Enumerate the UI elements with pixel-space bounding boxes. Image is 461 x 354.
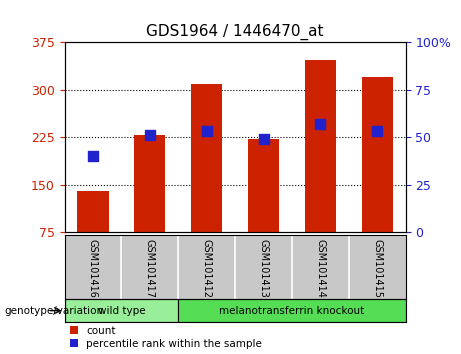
Text: GSM101417: GSM101417 — [145, 239, 155, 298]
Bar — [305, 59, 336, 232]
Point — [203, 129, 210, 134]
Bar — [248, 139, 279, 232]
Text: GSM101414: GSM101414 — [315, 239, 325, 297]
Bar — [178, 299, 406, 322]
Point — [317, 121, 324, 127]
Text: melanotransferrin knockout: melanotransferrin knockout — [219, 306, 365, 316]
Point — [89, 153, 97, 159]
Bar — [191, 84, 222, 232]
Point — [373, 129, 381, 134]
Bar — [65, 299, 178, 322]
Text: GSM101416: GSM101416 — [88, 239, 98, 297]
Bar — [361, 77, 393, 232]
Legend: count, percentile rank within the sample: count, percentile rank within the sample — [70, 326, 262, 349]
Text: GSM101415: GSM101415 — [372, 239, 382, 298]
Text: GSM101413: GSM101413 — [259, 239, 269, 297]
Bar — [134, 135, 165, 232]
Bar — [77, 191, 109, 232]
Point — [146, 132, 154, 138]
Title: GDS1964 / 1446470_at: GDS1964 / 1446470_at — [146, 23, 324, 40]
Text: genotype/variation: genotype/variation — [5, 306, 104, 316]
Point — [260, 136, 267, 142]
Text: GSM101412: GSM101412 — [201, 239, 212, 298]
Text: wild type: wild type — [98, 306, 145, 316]
